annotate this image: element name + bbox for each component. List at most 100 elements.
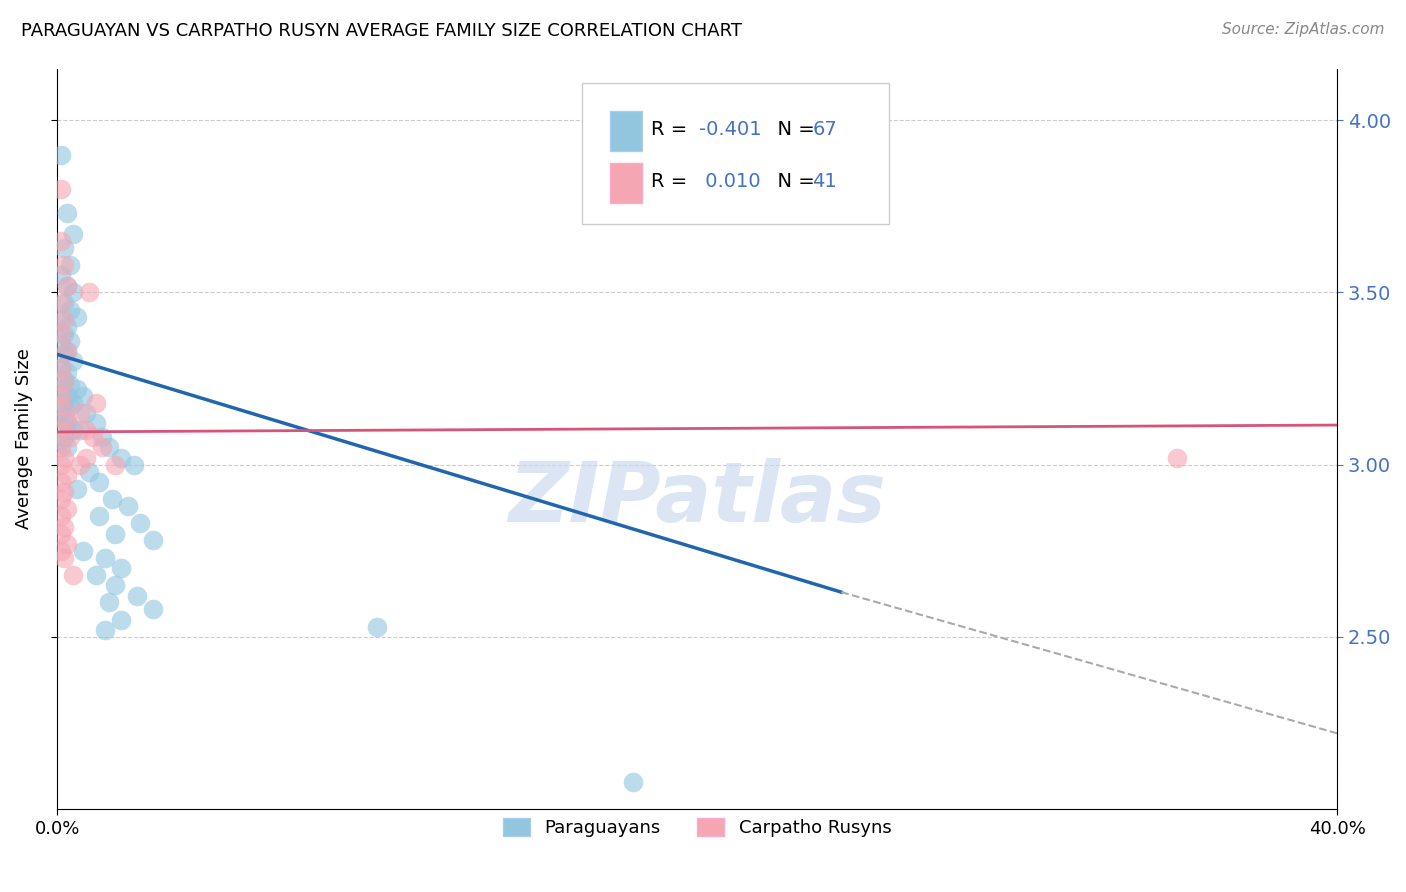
Text: R =: R =: [651, 172, 693, 192]
Point: [62, 568, 84, 582]
Point: [52, 295, 75, 310]
Point: [49, 543, 72, 558]
Point: [59, 430, 82, 444]
Point: [52, 241, 75, 255]
Point: [52, 413, 75, 427]
Point: [69, 406, 91, 420]
Point: [142, 533, 165, 548]
Point: [129, 516, 152, 531]
Point: [56, 389, 79, 403]
Point: [94, 550, 117, 565]
Point: [49, 147, 72, 161]
Point: [52, 347, 75, 361]
Point: [56, 319, 79, 334]
Point: [122, 458, 145, 472]
Text: R =: R =: [651, 120, 693, 139]
Point: [104, 578, 127, 592]
Point: [62, 395, 84, 409]
Point: [49, 492, 72, 507]
Point: [49, 326, 72, 341]
Point: [52, 395, 75, 409]
Point: [52, 519, 75, 533]
Point: [104, 526, 127, 541]
Point: [1166, 450, 1188, 465]
Point: [59, 378, 82, 392]
Point: [65, 482, 87, 496]
Legend: Paraguayans, Carpatho Rusyns: Paraguayans, Carpatho Rusyns: [496, 811, 898, 845]
Point: [104, 458, 127, 472]
Point: [59, 302, 82, 317]
Point: [56, 468, 79, 483]
Point: [52, 326, 75, 341]
Point: [49, 382, 72, 396]
Point: [49, 509, 72, 524]
Point: [110, 450, 132, 465]
Y-axis label: Average Family Size: Average Family Size: [15, 349, 32, 529]
Point: [52, 371, 75, 385]
Point: [52, 450, 75, 465]
Text: 41: 41: [813, 172, 837, 192]
Point: [110, 561, 132, 575]
Point: [49, 434, 72, 448]
Point: [49, 406, 72, 420]
Point: [62, 354, 84, 368]
Point: [59, 334, 82, 348]
Point: [56, 537, 79, 551]
Point: [56, 343, 79, 358]
Point: [49, 337, 72, 351]
Point: [49, 182, 72, 196]
Text: Source: ZipAtlas.com: Source: ZipAtlas.com: [1222, 22, 1385, 37]
Point: [52, 375, 75, 389]
Point: [127, 589, 149, 603]
Point: [59, 399, 82, 413]
Point: [97, 595, 120, 609]
Point: [56, 502, 79, 516]
Point: [84, 568, 107, 582]
Point: [52, 550, 75, 565]
Point: [94, 623, 117, 637]
Point: [52, 258, 75, 272]
Point: [56, 441, 79, 455]
Point: [62, 423, 84, 437]
Point: [49, 295, 72, 310]
FancyBboxPatch shape: [610, 162, 643, 203]
Text: 67: 67: [813, 120, 837, 139]
Point: [56, 278, 79, 293]
Point: [69, 423, 91, 437]
Text: ZIPatlas: ZIPatlas: [509, 458, 886, 539]
Point: [91, 441, 114, 455]
FancyBboxPatch shape: [582, 83, 889, 224]
Point: [97, 441, 120, 455]
Point: [49, 475, 72, 489]
Point: [49, 399, 72, 413]
Point: [100, 492, 122, 507]
Point: [75, 450, 97, 465]
Point: [56, 413, 79, 427]
Point: [56, 278, 79, 293]
Point: [366, 619, 388, 633]
Point: [56, 365, 79, 379]
Point: [56, 417, 79, 431]
Point: [49, 526, 72, 541]
Point: [56, 343, 79, 358]
Point: [110, 613, 132, 627]
Point: [65, 310, 87, 324]
Text: PARAGUAYAN VS CARPATHO RUSYN AVERAGE FAMILY SIZE CORRELATION CHART: PARAGUAYAN VS CARPATHO RUSYN AVERAGE FAM…: [21, 22, 742, 40]
Point: [52, 430, 75, 444]
Point: [49, 361, 72, 376]
Point: [65, 382, 87, 396]
Point: [62, 227, 84, 241]
Point: [75, 406, 97, 420]
Point: [72, 543, 94, 558]
Text: 0.010: 0.010: [699, 172, 761, 192]
Point: [49, 458, 72, 472]
Point: [49, 268, 72, 283]
Point: [142, 602, 165, 616]
Point: [117, 499, 139, 513]
Point: [82, 430, 104, 444]
Text: -0.401: -0.401: [699, 120, 761, 139]
Point: [52, 313, 75, 327]
Point: [49, 361, 72, 376]
Point: [56, 206, 79, 220]
Text: N =: N =: [765, 120, 821, 139]
